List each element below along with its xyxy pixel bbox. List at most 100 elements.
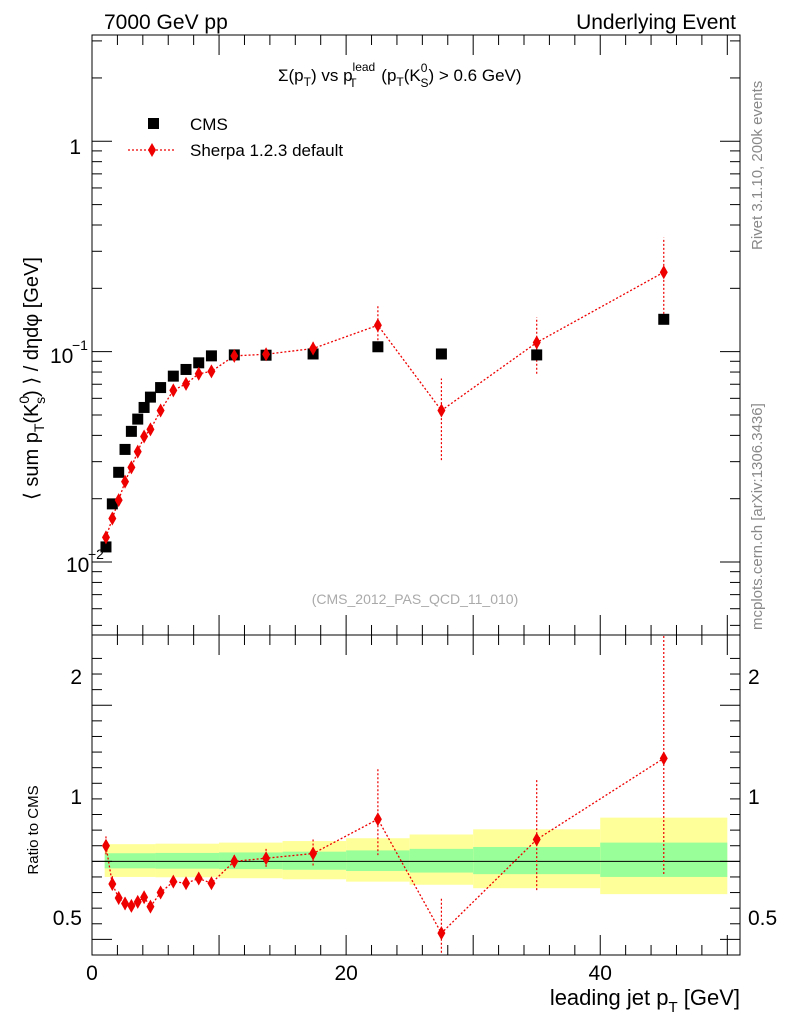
ratio-marks <box>92 636 740 954</box>
legend-cms-marker <box>148 118 159 129</box>
chart-title: Σ(pT) vs plead T (pT(K0 S) > 0.6 GeV) <box>278 60 522 90</box>
cms-data-point <box>119 443 131 455</box>
main-axis-ticks <box>91 35 740 635</box>
ratio-mc-point <box>114 891 123 906</box>
mc-data-point <box>133 444 142 459</box>
y-tick-label-0.01: 10 <box>66 554 89 577</box>
rivet-version-label: Rivet 3.1.10, 200k events <box>749 81 766 250</box>
ratio-mc-point <box>207 876 216 891</box>
cms-data-point <box>113 466 125 478</box>
ratio-mc-point <box>373 812 382 827</box>
y-tick-exponent-0.01: −2 <box>88 546 104 562</box>
ratio-band-inner <box>346 850 410 872</box>
ratio-mc-point <box>169 874 178 889</box>
ratio-mc-point <box>146 899 155 914</box>
y-tick-label-1: 1 <box>69 136 81 159</box>
cms-data-point <box>132 413 144 425</box>
legend-mc-label: Sherpa 1.2.3 default <box>190 141 343 160</box>
cms-data-point <box>167 370 179 382</box>
ratio-frame <box>91 634 741 956</box>
cms-data-point <box>531 349 543 361</box>
mc-data-point <box>146 422 155 437</box>
ratio-mc-point <box>532 832 541 847</box>
cms-data-point <box>100 541 112 553</box>
ratio-y-tick-label-right-0.5: 0.5 <box>748 907 777 930</box>
ratio-mc-point <box>437 926 446 941</box>
cms-data-point <box>155 382 167 394</box>
mc-data-point <box>437 403 446 418</box>
mc-data-point <box>127 460 136 475</box>
ratio-mc-point <box>133 894 142 909</box>
y-tick-label-0.1: 10 <box>50 345 73 368</box>
ratio-axis-ticks <box>91 635 740 955</box>
ratio-mc-point <box>108 876 117 891</box>
ratio-y-tick-label-right-1: 1 <box>748 786 760 809</box>
ratio-y-tick-label-right-2: 2 <box>748 666 760 689</box>
x-tick-label-40: 40 <box>589 962 612 985</box>
mc-data-point <box>194 366 203 381</box>
cms-data-point <box>193 357 205 369</box>
ratio-mc-point <box>182 876 191 891</box>
mc-data-point <box>659 265 668 280</box>
ratio-ylabel: Ratio to CMS <box>25 785 42 874</box>
cms-data-point <box>144 391 156 403</box>
main-panel: 10 −2 1 10 −1 ⟨ sum pT(K0s) ⟩ / dηdφ [Ge… <box>16 34 741 636</box>
mc-data-point <box>182 376 191 391</box>
mc-data-point <box>101 530 110 545</box>
main-marks <box>100 237 670 553</box>
ratio-mc-point <box>140 890 149 905</box>
ratio-mc-point <box>127 898 136 913</box>
cms-data-point <box>372 341 384 353</box>
x-tick-label-0: 0 <box>86 962 98 985</box>
mc-data-point <box>207 364 216 379</box>
mc-data-point <box>121 474 130 489</box>
ratio-band-inner <box>282 851 347 870</box>
mc-data-point <box>262 347 271 362</box>
mc-data-point <box>108 511 117 526</box>
ratio-mc-point <box>101 838 110 853</box>
cms-data-point <box>205 350 217 362</box>
y-tick-exponent-0.1: −1 <box>72 337 88 353</box>
analysis-label: Underlying Event <box>576 11 736 34</box>
ratio-panel: 0.5 1 2 0.5 1 2 Ratio to CMS 0 20 40 lea… <box>25 634 777 1016</box>
cms-data-point <box>180 363 192 375</box>
ratio-band-inner <box>600 842 728 877</box>
cms-data-point <box>138 401 150 413</box>
ratio-mc-point <box>309 846 318 861</box>
ratio-mc-point <box>156 885 165 900</box>
ratio-band-inner <box>155 852 220 869</box>
ratio-y-tick-label-1: 1 <box>70 786 82 809</box>
cms-data-point <box>106 498 118 510</box>
cms-data-point <box>435 348 447 360</box>
mc-data-point <box>140 429 149 444</box>
legend-cms-label: CMS <box>190 115 228 134</box>
ratio-band-inner <box>104 853 156 869</box>
mc-data-point <box>156 403 165 418</box>
ratio-y-tick-label-0.5: 0.5 <box>53 907 82 930</box>
mc-data-point <box>230 348 239 363</box>
ratio-y-tick-label-2: 2 <box>70 666 82 689</box>
ratio-mc-point <box>659 751 668 766</box>
mc-series-line <box>105 271 665 538</box>
mc-data-point <box>309 341 318 356</box>
mc-data-point <box>373 318 382 333</box>
cms-data-point <box>125 425 137 437</box>
analysis-watermark: (CMS_2012_PAS_QCD_11_010) <box>312 591 519 607</box>
ratio-mc-line <box>105 757 665 935</box>
ratio-mc-point <box>262 851 271 866</box>
source-label: mcplots.cern.ch [arXiv:1306.3436] <box>749 403 766 630</box>
cms-data-point <box>658 313 670 325</box>
legend-mc-marker <box>148 143 156 157</box>
ratio-mc-point <box>194 871 203 886</box>
ratio-mc-point <box>230 854 239 869</box>
x-tick-label-20: 20 <box>334 962 357 985</box>
energy-label: 7000 GeV pp <box>104 11 228 34</box>
ratio-mc-point <box>121 896 130 911</box>
mc-data-point <box>114 493 123 508</box>
mc-data-point <box>532 335 541 350</box>
ratio-band-inner <box>409 848 474 873</box>
ratio-uncertainty-band <box>104 817 728 895</box>
mc-data-point <box>169 383 178 398</box>
main-ylabel: ⟨ sum pT(K0s) ⟩ / dηdφ [GeV] <box>16 257 48 500</box>
